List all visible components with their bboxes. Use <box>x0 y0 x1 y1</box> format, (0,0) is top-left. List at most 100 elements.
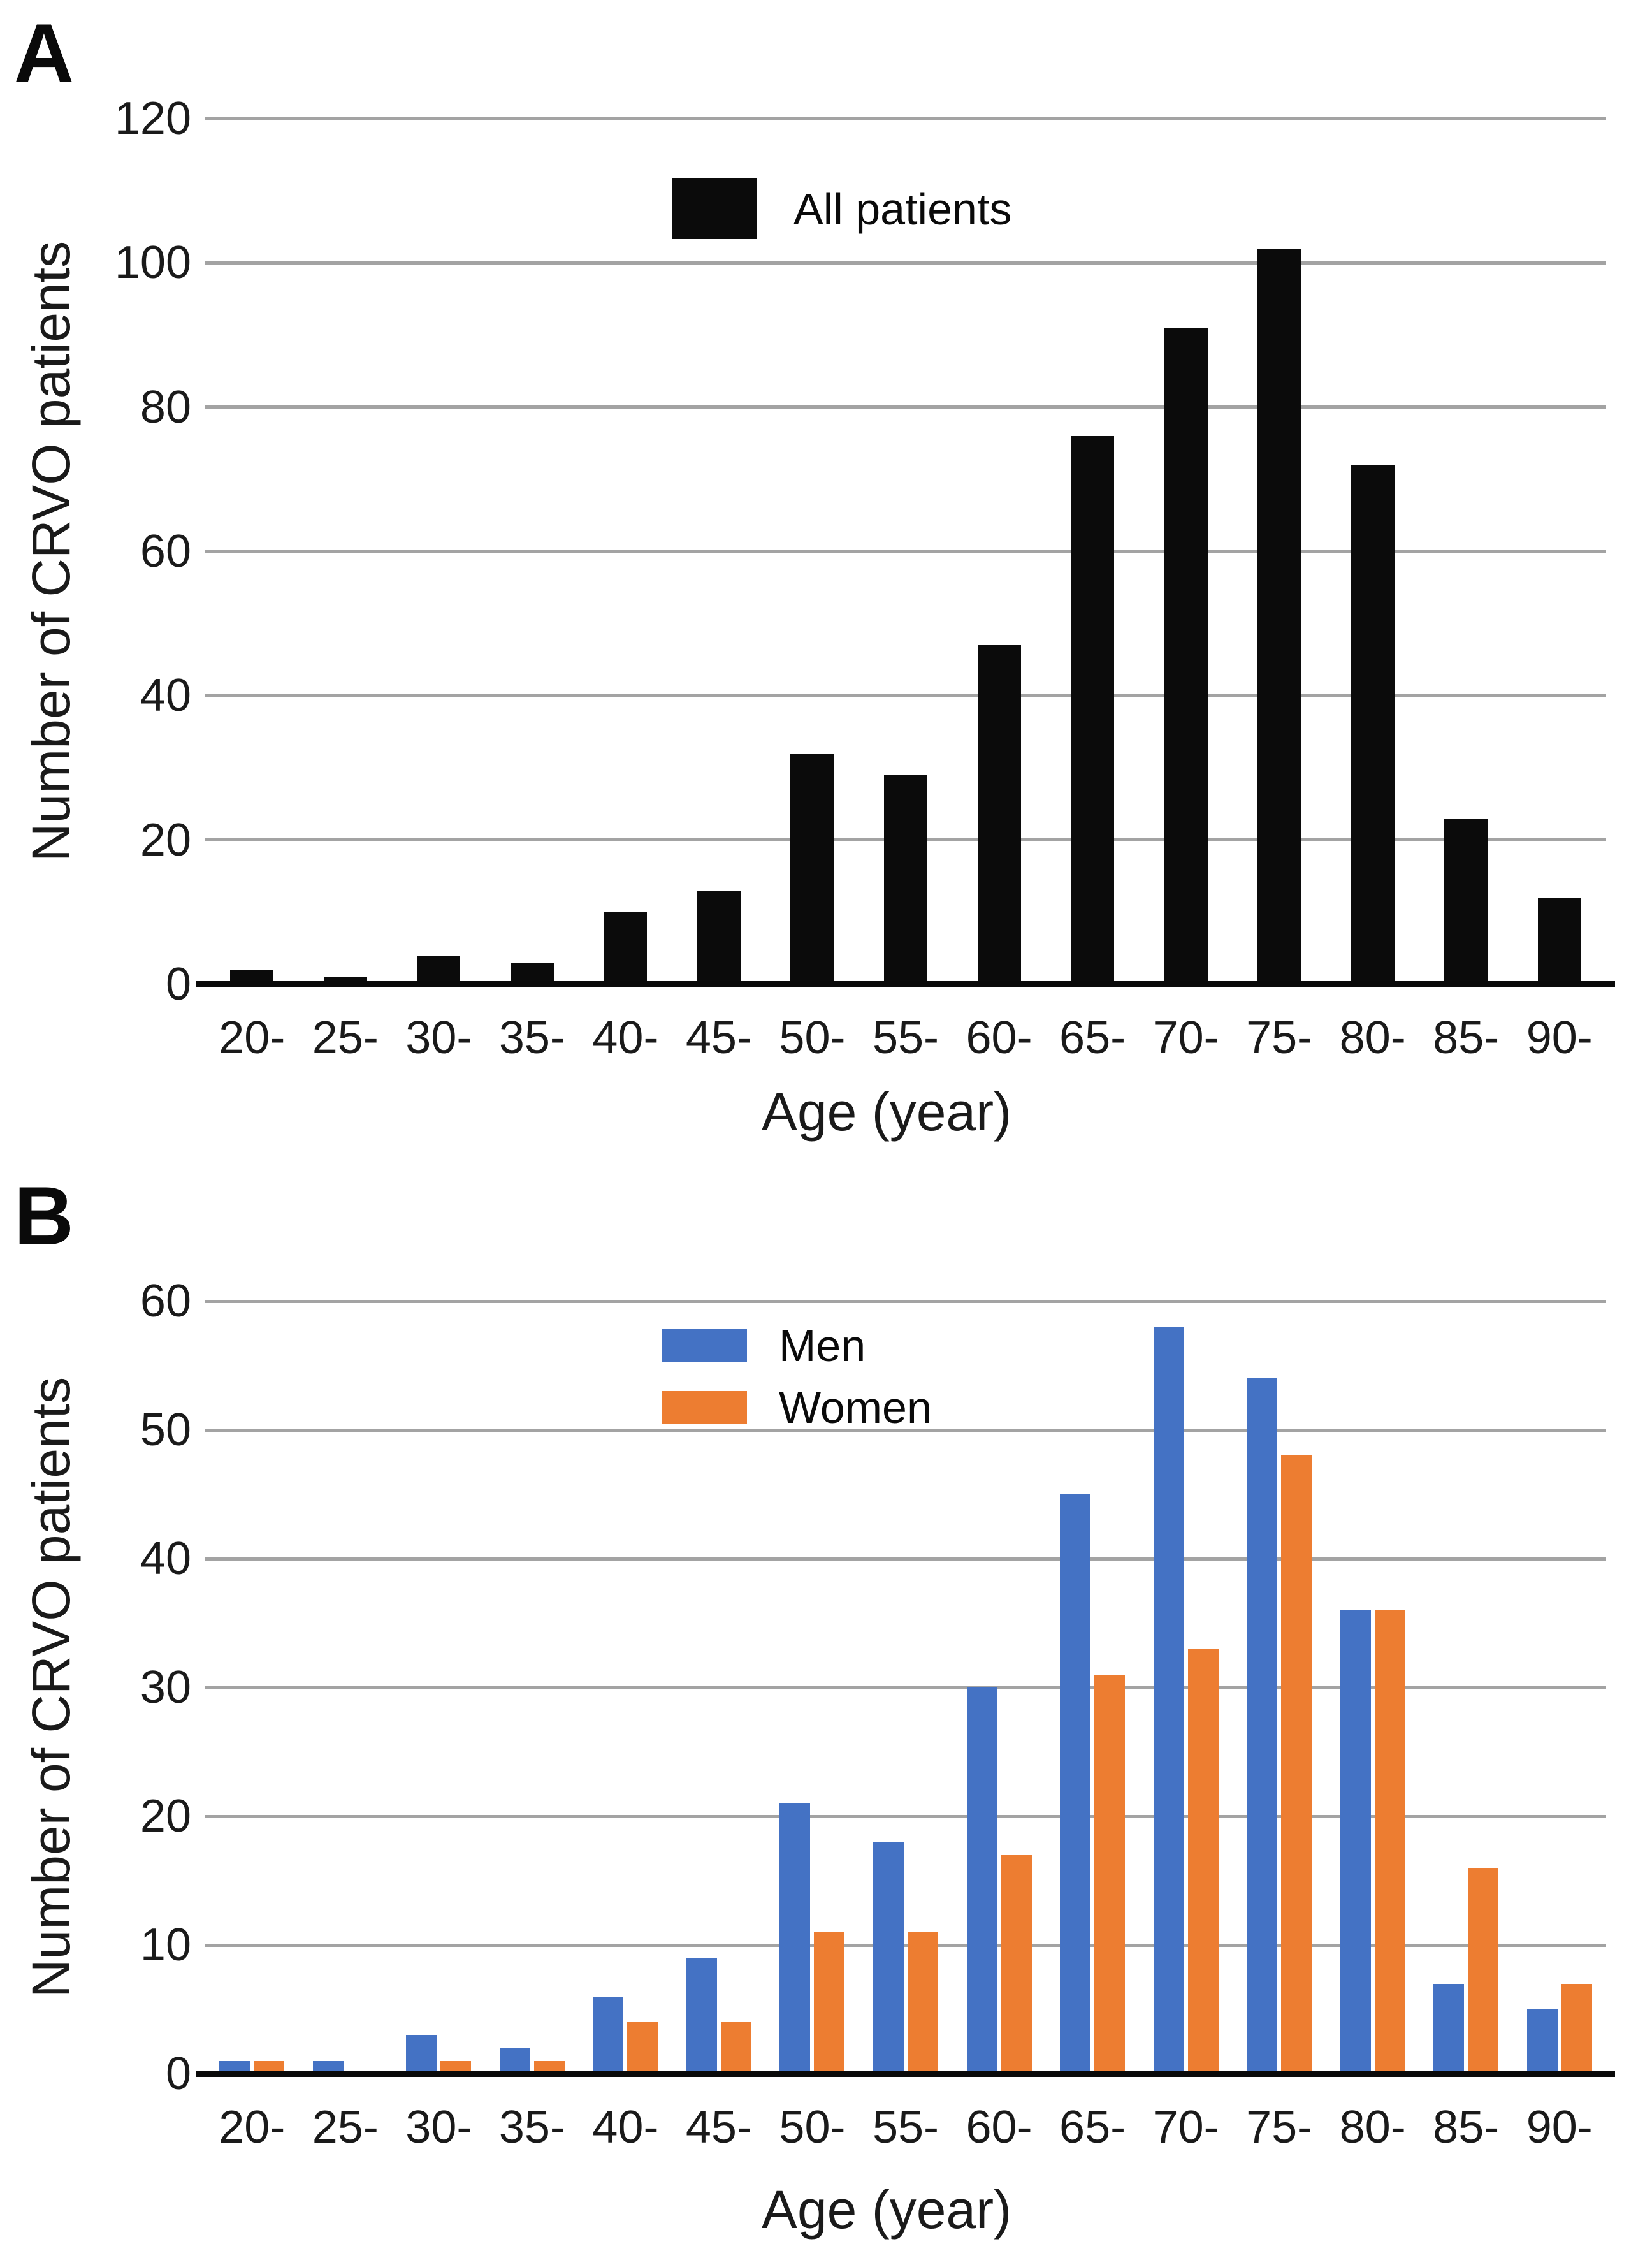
x-tick-label-40-: 40- <box>592 1012 659 1063</box>
y-tick-label-40: 40 <box>140 670 191 722</box>
x-tick-label-55-: 55- <box>872 2102 939 2153</box>
bar-women-60- <box>1001 1854 1032 2074</box>
x-tick-label-60-: 60- <box>966 2102 1032 2153</box>
x-tick-label-30-: 30- <box>405 2102 472 2153</box>
bar-all-patients-65- <box>1071 435 1115 984</box>
panel-b-x-axis-title: Age (year) <box>761 2180 1012 2240</box>
x-tick-label-20-: 20- <box>219 1012 286 1063</box>
bar-men-25- <box>312 2060 344 2074</box>
bar-men-20- <box>219 2060 250 2074</box>
x-tick-label-35-: 35- <box>498 1012 565 1063</box>
x-tick-label-45-: 45- <box>685 2102 752 2153</box>
all-patients-legend-label: All patients <box>793 184 1012 234</box>
bar-women-50- <box>814 1932 845 2074</box>
x-tick-label-90-: 90- <box>1526 2102 1593 2153</box>
x-tick-label-85-: 85- <box>1433 1012 1500 1063</box>
x-tick-label-70-: 70- <box>1152 1012 1219 1063</box>
y-tick-label-40: 40 <box>140 1533 191 1584</box>
x-tick-label-65-: 65- <box>1059 2102 1126 2153</box>
women-legend-swatch <box>662 1391 747 1424</box>
men-legend-label: Men <box>779 1321 866 1371</box>
bar-men-40- <box>593 1996 624 2074</box>
x-tick-label-25-: 25- <box>312 1012 379 1063</box>
panel-a-legend: All patients <box>672 178 1011 239</box>
x-axis-line <box>196 2071 1615 2077</box>
panel-a-letter: A <box>14 6 74 99</box>
gridline-y-50 <box>205 1428 1606 1432</box>
x-tick-label-75-: 75- <box>1246 1012 1313 1063</box>
bar-men-90- <box>1526 2009 1558 2074</box>
y-tick-label-30: 30 <box>140 1662 191 1713</box>
bar-all-patients-45- <box>697 890 741 984</box>
bar-all-patients-70- <box>1164 328 1208 984</box>
y-tick-label-50: 50 <box>140 1404 191 1455</box>
bar-all-patients-90- <box>1537 898 1581 984</box>
bar-women-75- <box>1281 1455 1312 2074</box>
bar-women-85- <box>1468 1867 1499 2074</box>
bar-all-patients-75- <box>1257 248 1301 984</box>
y-tick-label-0: 0 <box>165 959 191 1010</box>
bar-women-90- <box>1561 1983 1592 2074</box>
bar-all-patients-20- <box>230 970 274 984</box>
x-tick-label-60-: 60- <box>966 1012 1032 1063</box>
x-tick-label-35-: 35- <box>498 2102 565 2153</box>
gridline-y-60 <box>205 550 1606 553</box>
bar-men-85- <box>1433 1983 1465 2074</box>
x-tick-label-50-: 50- <box>779 1012 846 1063</box>
bar-men-45- <box>686 1958 717 2074</box>
gridline-y-80 <box>205 405 1606 409</box>
gridline-y-30 <box>205 1686 1606 1689</box>
bar-men-50- <box>779 1803 811 2074</box>
women-legend-label: Women <box>779 1383 932 1432</box>
bar-men-65- <box>1060 1494 1091 2074</box>
y-tick-label-10: 10 <box>140 1920 191 1971</box>
bar-all-patients-30- <box>417 955 461 984</box>
panel-b-legend-men: Men <box>662 1323 866 1368</box>
y-tick-label-100: 100 <box>114 237 191 289</box>
bar-women-55- <box>908 1932 938 2074</box>
x-tick-label-40-: 40- <box>592 2102 659 2153</box>
bar-all-patients-50- <box>790 753 834 984</box>
bar-all-patients-85- <box>1444 818 1488 984</box>
gridline-y-60 <box>205 1299 1606 1303</box>
y-tick-label-20: 20 <box>140 1791 191 1842</box>
y-tick-label-60: 60 <box>140 525 191 577</box>
bar-all-patients-60- <box>977 645 1021 984</box>
bar-women-35- <box>533 2060 565 2074</box>
bar-all-patients-40- <box>604 912 648 984</box>
panel-b-legend-women: Women <box>662 1385 932 1430</box>
bar-men-70- <box>1153 1327 1184 2074</box>
bar-men-75- <box>1247 1378 1278 2074</box>
y-tick-label-20: 20 <box>140 814 191 866</box>
gridline-y-120 <box>205 117 1606 120</box>
all-patients-legend-swatch <box>672 178 757 239</box>
bar-men-35- <box>499 2048 530 2074</box>
gridline-y-100 <box>205 261 1606 265</box>
y-tick-label-80: 80 <box>140 381 191 433</box>
x-tick-label-30-: 30- <box>405 1012 472 1063</box>
gridline-y-10 <box>205 1943 1606 1947</box>
bar-women-70- <box>1187 1649 1219 2074</box>
bar-men-80- <box>1340 1610 1371 2074</box>
x-tick-label-85-: 85- <box>1433 2102 1500 2153</box>
y-tick-label-120: 120 <box>114 92 191 144</box>
bar-men-60- <box>966 1687 997 2074</box>
bar-women-40- <box>627 2022 658 2074</box>
x-tick-label-20-: 20- <box>219 2102 286 2153</box>
bar-women-20- <box>254 2060 285 2074</box>
bar-women-30- <box>440 2060 472 2074</box>
x-tick-label-50-: 50- <box>779 2102 846 2153</box>
bar-all-patients-80- <box>1351 465 1395 984</box>
panel-b-letter: B <box>14 1169 74 1262</box>
panel-a-x-axis-title: Age (year) <box>761 1082 1012 1142</box>
y-tick-label-0: 0 <box>165 2048 191 2099</box>
y-tick-label-60: 60 <box>140 1276 191 1327</box>
x-tick-label-80-: 80- <box>1339 1012 1406 1063</box>
x-tick-label-75-: 75- <box>1246 2102 1313 2153</box>
bar-men-55- <box>873 1842 904 2074</box>
bar-all-patients-35- <box>510 963 554 984</box>
gridline-y-40 <box>205 694 1606 697</box>
bar-women-45- <box>720 2022 751 2074</box>
x-axis-line <box>196 981 1615 987</box>
